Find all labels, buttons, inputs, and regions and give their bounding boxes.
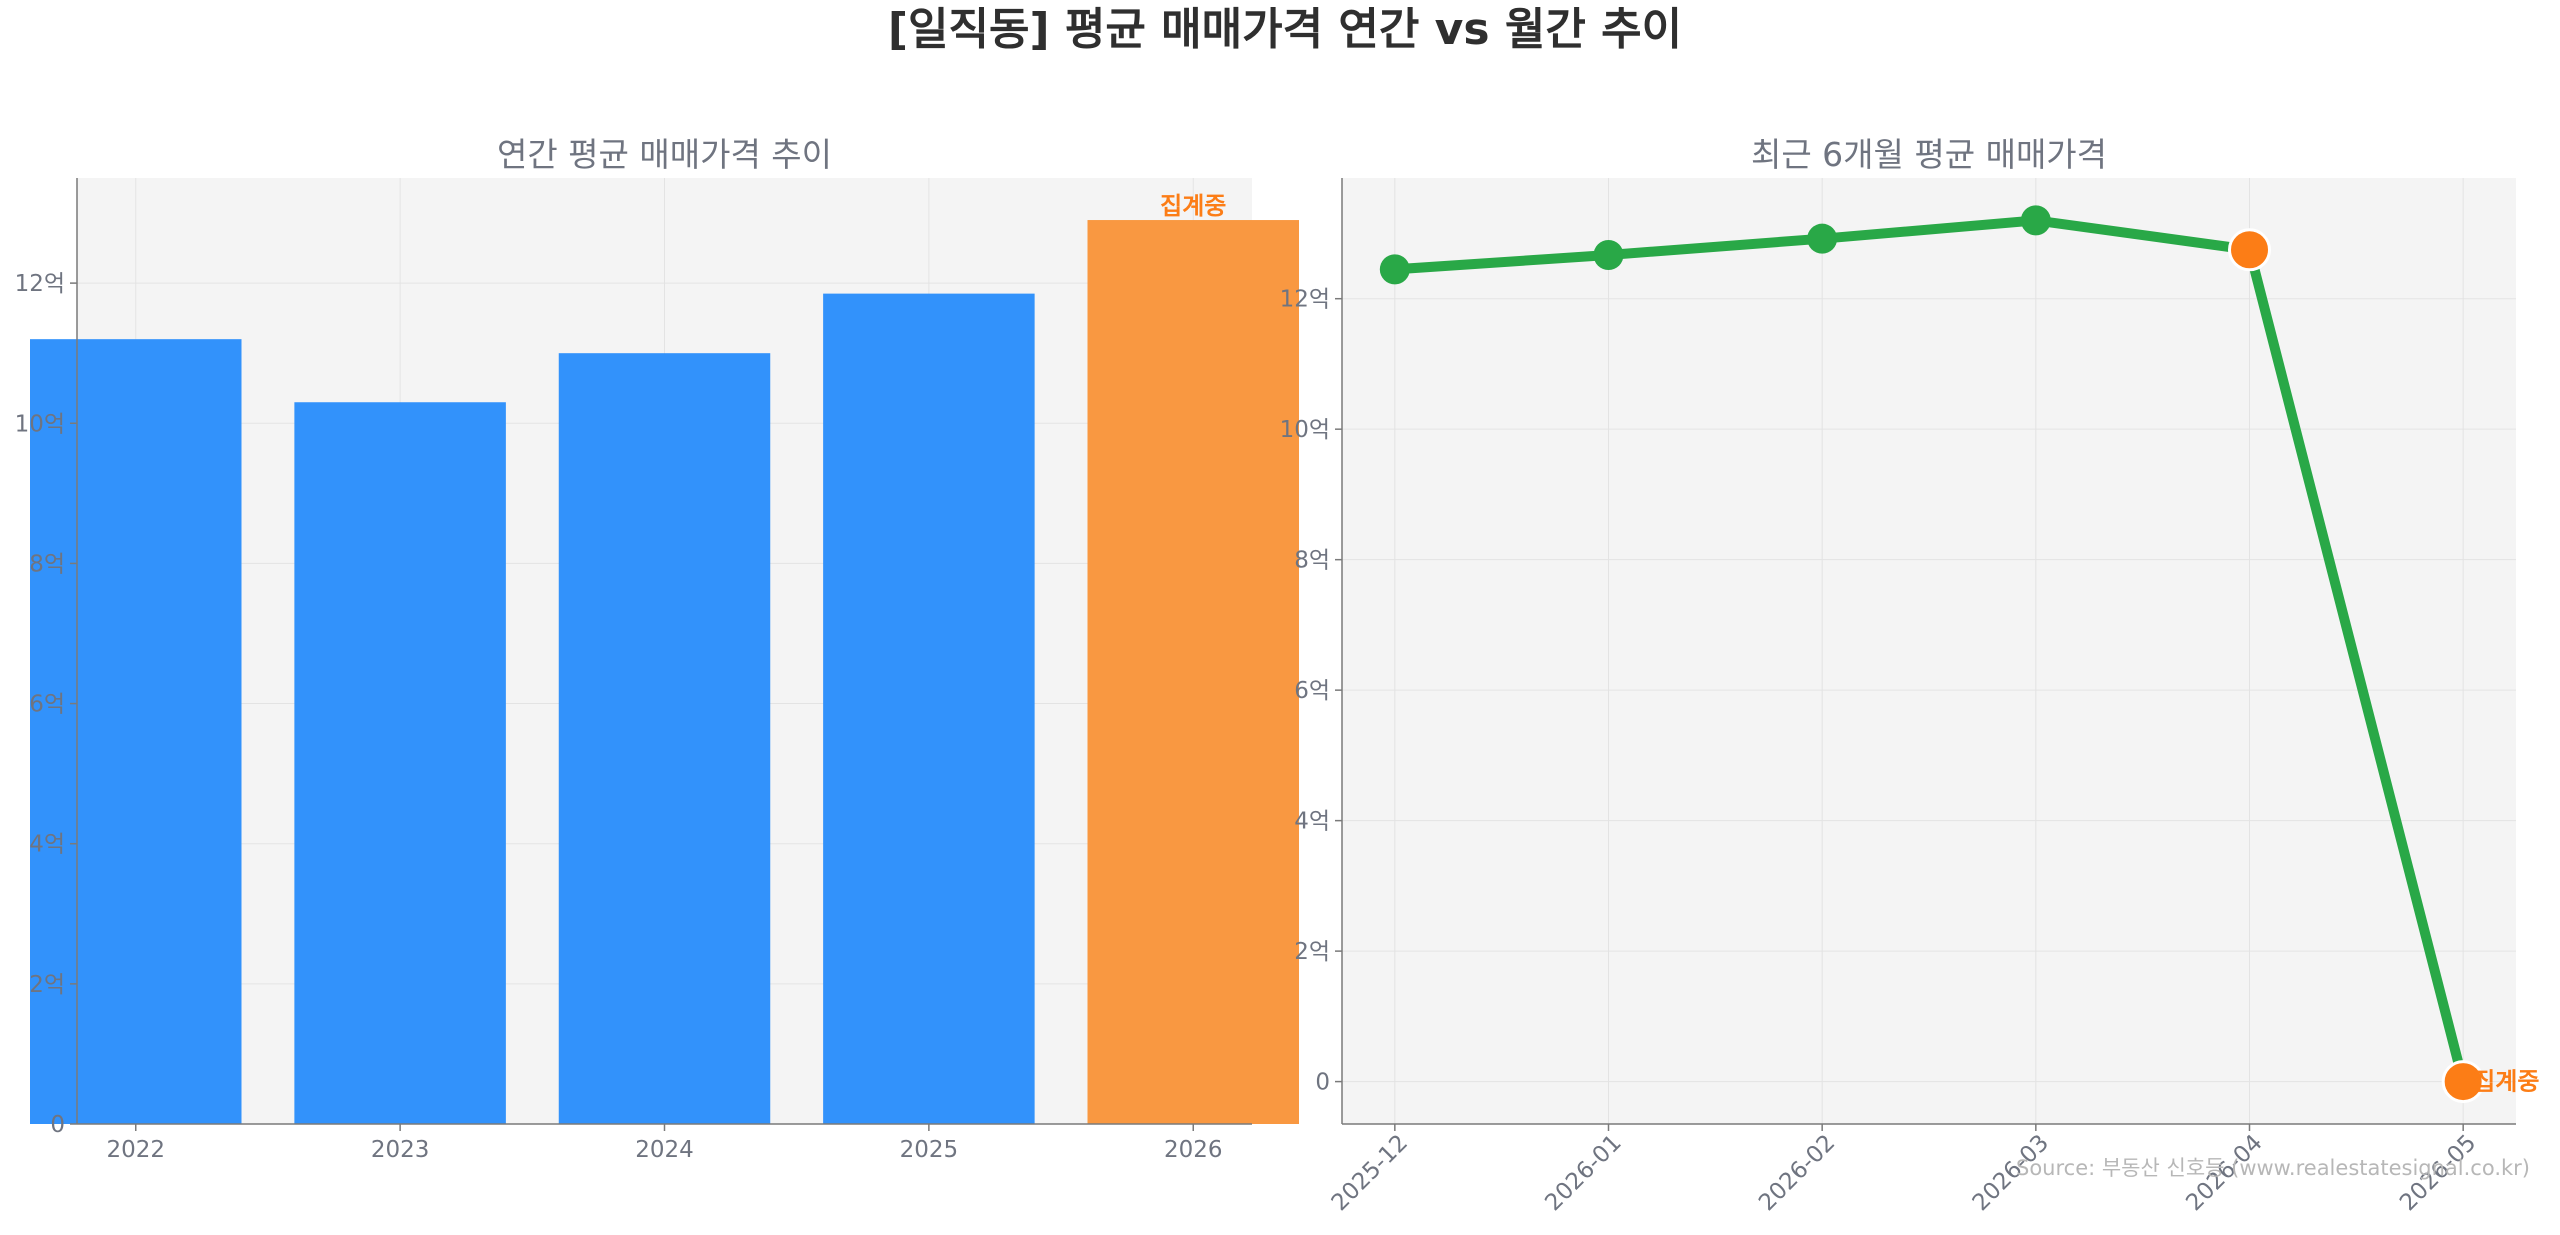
annual-y-tick-label: 4억 bbox=[29, 832, 65, 858]
annual-y-tick-label: 12억 bbox=[15, 271, 65, 297]
monthly-x-tick-label: 2025-12 bbox=[1327, 1130, 1413, 1216]
bar-2022 bbox=[30, 339, 242, 1124]
monthly-axes-spines bbox=[1341, 178, 2516, 1125]
monthly-y-tick-label: 6억 bbox=[1294, 678, 1330, 704]
monthly-y-tick-label: 0 bbox=[1315, 1070, 1330, 1096]
bar-2026 bbox=[1087, 220, 1299, 1125]
monthly-x-tick-label: 2026-02 bbox=[1754, 1130, 1840, 1216]
point-2026-01 bbox=[1593, 239, 1624, 270]
monthly-y-tick-label: 4억 bbox=[1294, 809, 1330, 835]
annual-x-tick-label: 2025 bbox=[900, 1137, 959, 1163]
figure-title: [일직동] 평균 매매가격 연간 vs 월간 추이 bbox=[888, 4, 1682, 55]
monthly-x-tick-label: 2026-01 bbox=[1540, 1130, 1626, 1216]
monthly-series-line bbox=[1394, 215, 2469, 1083]
point-2026-05 bbox=[2441, 1060, 2485, 1104]
annual-y-tick-label: 10억 bbox=[15, 411, 65, 437]
point-2026-02 bbox=[1807, 223, 1838, 254]
monthly-y-tick-label: 2억 bbox=[1294, 939, 1330, 965]
monthly-gridlines bbox=[1342, 178, 2516, 1124]
monthly-y-tick-label: 10억 bbox=[1280, 417, 1330, 443]
monthly-chart-title: 최근 6개월 평균 매매가격 bbox=[1751, 135, 2107, 174]
bar-2024 bbox=[558, 353, 771, 1124]
source-note: Source: 부동산 신호등 (www.realestatesignal.co… bbox=[2016, 1156, 2530, 1180]
monthly-y-tick-label: 12억 bbox=[1280, 287, 1330, 313]
annual-tick-labels: 0 2억 4억 6억 8억 10억 12억 2022 2023 2024 2025 2026 bbox=[15, 271, 1223, 1163]
annual-y-tick-label: 8억 bbox=[29, 551, 65, 577]
bar-2025 bbox=[823, 293, 1035, 1125]
annual-x-tick-label: 2023 bbox=[371, 1137, 430, 1163]
annual-bars bbox=[30, 220, 1299, 1125]
monthly-series-points bbox=[1379, 205, 2485, 1104]
point-2025-12 bbox=[1379, 254, 1410, 285]
annual-chart-title: 연간 평균 매매가격 추이 bbox=[497, 135, 832, 174]
point-2026-04 bbox=[2228, 228, 2272, 272]
monthly-annotation: 집계중 bbox=[2473, 1068, 2539, 1096]
annual-bar-chart: 0 2억 4억 6억 8억 10억 12억 2022 2023 2024 2025 2026 연간 평… bbox=[15, 135, 1299, 1163]
monthly-axes-background bbox=[1342, 178, 2516, 1124]
annual-x-tick-label: 2024 bbox=[635, 1137, 694, 1163]
annual-y-tick-label: 6억 bbox=[29, 692, 65, 718]
annual-x-tick-label: 2026 bbox=[1164, 1137, 1223, 1163]
point-2026-03 bbox=[2020, 205, 2051, 236]
bar-2023 bbox=[294, 402, 506, 1124]
annual-y-tick-label: 0 bbox=[50, 1112, 65, 1138]
monthly-y-tick-label: 8억 bbox=[1294, 548, 1330, 574]
annual-annotation: 집계중 bbox=[1160, 192, 1226, 220]
annual-y-tick-label: 2억 bbox=[29, 972, 65, 998]
annual-x-tick-label: 2022 bbox=[106, 1137, 165, 1163]
